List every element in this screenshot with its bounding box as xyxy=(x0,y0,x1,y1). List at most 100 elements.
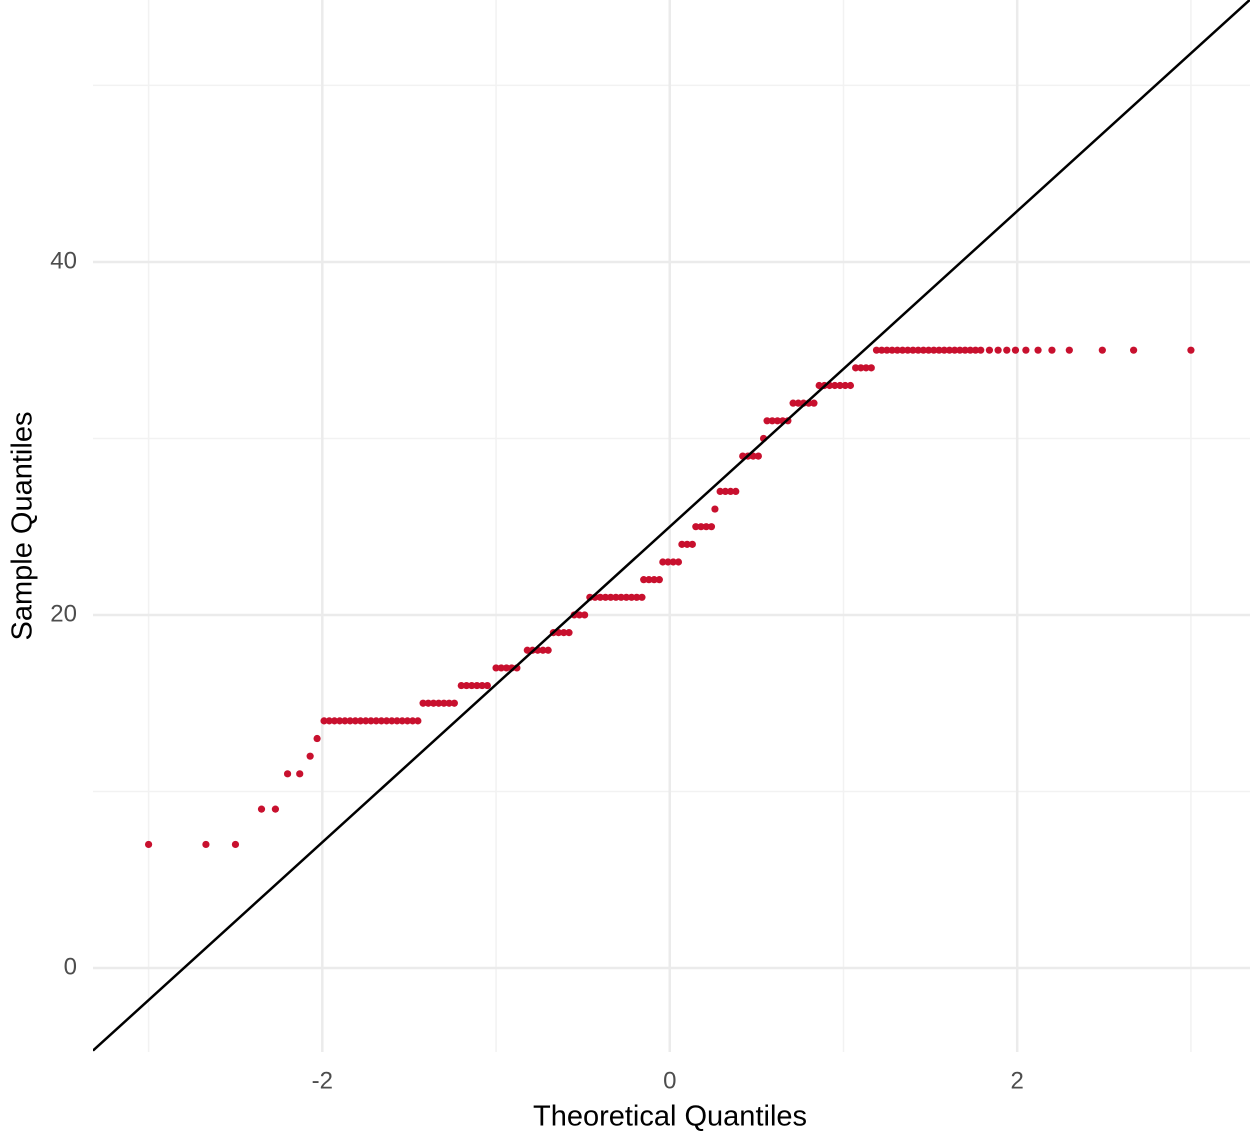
point xyxy=(831,381,839,390)
point xyxy=(617,593,625,601)
point xyxy=(645,576,653,584)
point xyxy=(732,487,740,496)
point xyxy=(763,417,771,425)
point xyxy=(144,840,153,849)
point xyxy=(904,346,912,354)
y-tick-label: 20 xyxy=(50,600,77,627)
point xyxy=(914,346,922,354)
point xyxy=(768,417,776,425)
point xyxy=(409,717,417,725)
point xyxy=(457,681,465,690)
point xyxy=(478,681,486,690)
point xyxy=(919,346,927,354)
point xyxy=(711,505,719,513)
point xyxy=(815,381,823,390)
point xyxy=(1022,346,1030,354)
point xyxy=(883,346,891,354)
point xyxy=(367,717,375,725)
point xyxy=(683,540,691,548)
point xyxy=(638,593,646,601)
point xyxy=(966,346,974,354)
point xyxy=(898,346,907,354)
point xyxy=(888,346,896,354)
point xyxy=(872,346,881,354)
point xyxy=(1187,346,1195,354)
point xyxy=(440,699,448,707)
point xyxy=(951,346,959,354)
point xyxy=(296,770,304,778)
point xyxy=(749,452,757,460)
point xyxy=(462,681,471,690)
point xyxy=(985,346,994,354)
point xyxy=(497,664,505,672)
point xyxy=(435,699,443,707)
point xyxy=(257,805,266,813)
point xyxy=(633,593,641,601)
point xyxy=(977,346,985,354)
point xyxy=(841,381,849,390)
point xyxy=(320,717,328,725)
y-tick-label: 40 xyxy=(50,247,77,274)
point xyxy=(346,717,354,725)
y-tick-label: 0 xyxy=(64,953,77,980)
point xyxy=(419,699,427,707)
x-tick-label: 2 xyxy=(1011,1067,1024,1094)
point xyxy=(697,523,705,531)
point xyxy=(607,593,615,601)
point xyxy=(539,646,547,654)
point xyxy=(393,717,401,725)
point xyxy=(483,681,491,690)
point xyxy=(707,523,716,531)
point xyxy=(773,417,782,425)
point xyxy=(575,611,584,619)
point xyxy=(382,717,391,725)
point xyxy=(716,487,724,496)
point xyxy=(678,540,686,548)
reference-line xyxy=(93,0,1250,1052)
point xyxy=(1048,346,1056,354)
x-axis-title: Theoretical Quantiles xyxy=(533,1101,807,1133)
point xyxy=(688,540,696,548)
point xyxy=(330,717,339,725)
point xyxy=(810,399,818,407)
point xyxy=(356,717,365,725)
point xyxy=(450,699,458,707)
point xyxy=(377,717,385,725)
point xyxy=(468,681,476,690)
point xyxy=(325,717,333,725)
point xyxy=(669,558,677,566)
point xyxy=(565,629,573,637)
point xyxy=(930,346,938,354)
point xyxy=(692,523,700,531)
point xyxy=(202,840,210,849)
point xyxy=(1130,346,1138,354)
point xyxy=(640,576,648,584)
point xyxy=(612,593,620,601)
point xyxy=(306,752,314,760)
point xyxy=(846,381,855,390)
point xyxy=(857,364,865,372)
point xyxy=(893,346,901,354)
point xyxy=(414,717,422,725)
point xyxy=(403,717,412,725)
x-tick-label: 0 xyxy=(663,1067,676,1094)
point xyxy=(956,346,964,354)
point xyxy=(789,399,797,407)
point xyxy=(925,346,933,354)
point xyxy=(1003,346,1011,354)
point xyxy=(372,717,380,725)
point xyxy=(994,346,1002,354)
point xyxy=(659,558,667,566)
point xyxy=(674,558,683,566)
point xyxy=(627,593,636,601)
point xyxy=(961,346,969,354)
point xyxy=(283,770,292,778)
point xyxy=(424,699,432,707)
point xyxy=(650,576,658,584)
point xyxy=(754,452,762,460)
point xyxy=(341,717,349,725)
point xyxy=(398,717,406,725)
point xyxy=(909,346,917,354)
point xyxy=(362,717,370,725)
